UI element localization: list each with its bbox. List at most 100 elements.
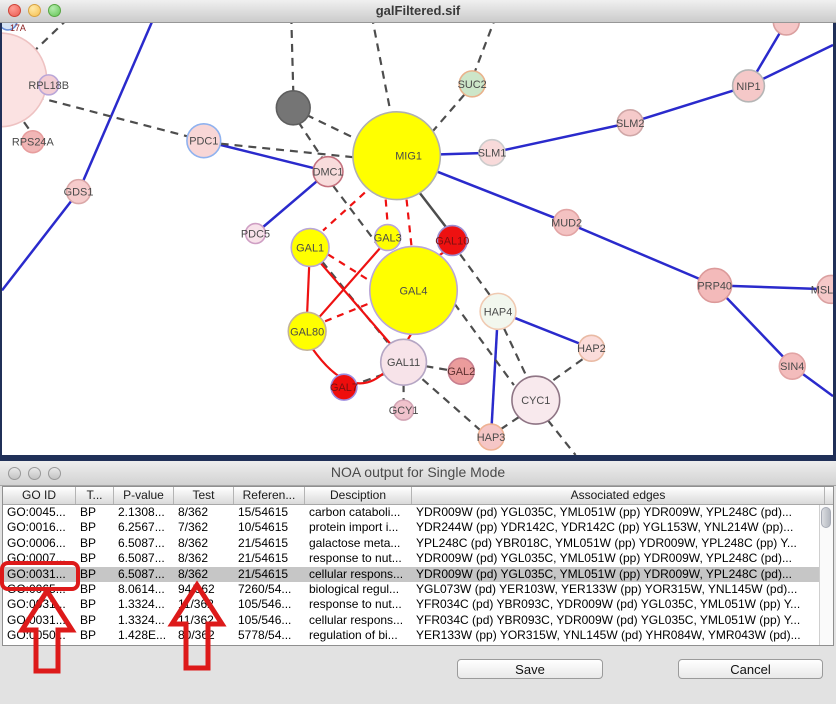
network-node-GAL7[interactable]: [330, 373, 358, 401]
network-canvas[interactable]: RPL18B RPS24A GDS1 PDC1 MIG1 DMC1 SUC2 SLM1 SLM2…: [0, 23, 836, 461]
network-edge[interactable]: [2, 190, 80, 292]
network-node-MIG1[interactable]: [352, 110, 442, 201]
network-edge[interactable]: [372, 23, 392, 114]
network-edge[interactable]: [254, 170, 329, 235]
minimize-button-icon[interactable]: [28, 467, 41, 480]
table-row[interactable]: GO:0031... BP 1.3324... 11/362 105/546... cel…: [3, 612, 833, 629]
network-node-cut-topright[interactable]: [772, 23, 800, 36]
network-edge[interactable]: [421, 378, 481, 431]
network-node-HAP2[interactable]: [577, 334, 606, 363]
network-edge[interactable]: [297, 121, 323, 159]
cell-descr: protein import i...: [309, 520, 399, 535]
table-row[interactable]: GO:0065... BP 8.0614... 94/362 7260/54... bio…: [3, 581, 833, 598]
table-row[interactable]: GO:0016... BP 6.2567... 7/362 10/54615 protei…: [3, 520, 833, 536]
network-node-GAL3[interactable]: [373, 223, 402, 252]
column-header-descr[interactable]: Desciption: [305, 487, 412, 504]
network-node-SIN4[interactable]: [778, 352, 806, 380]
network-node-GCY1[interactable]: [392, 399, 415, 421]
network-edge[interactable]: [629, 84, 749, 124]
close-button-icon[interactable]: [8, 467, 21, 480]
scrollbar-thumb[interactable]: [821, 507, 831, 528]
network-edge[interactable]: [306, 266, 311, 313]
network-node-NIP1[interactable]: [731, 69, 766, 103]
network-edge[interactable]: [77, 23, 155, 193]
table-row[interactable]: GO:0045... BP 2.1308... 8/362 15/54615 carbon…: [3, 505, 833, 521]
network-node-SLM1[interactable]: [478, 138, 506, 167]
network-edge[interactable]: [546, 419, 577, 455]
column-header-edges[interactable]: Associated edges: [412, 487, 825, 504]
network-edge[interactable]: [547, 358, 584, 386]
network-node-GAL10[interactable]: [436, 224, 468, 257]
network-edge[interactable]: [566, 221, 716, 287]
network-node-GDS1[interactable]: [65, 178, 92, 205]
network-edge[interactable]: [500, 416, 520, 430]
network-edge[interactable]: [318, 247, 381, 319]
table-row[interactable]: GO:0031... BP 6.5087... 8/362 21/54615 cellul…: [3, 566, 833, 582]
table-row[interactable]: GO:0006... BP 6.5087... 8/362 21/54615 galact…: [3, 535, 833, 552]
close-button-icon[interactable]: [8, 4, 21, 17]
network-node-unnamed-gray[interactable]: [275, 90, 311, 126]
network-node-SLM2[interactable]: [616, 109, 644, 137]
column-header-go_id[interactable]: GO ID: [3, 487, 76, 504]
network-edge[interactable]: [327, 253, 372, 283]
network-edge[interactable]: [405, 199, 413, 247]
column-header-refer[interactable]: Referen...: [234, 487, 305, 504]
network-edge[interactable]: [418, 191, 448, 229]
network-node-SUC2[interactable]: [458, 70, 486, 98]
network-edge[interactable]: [459, 253, 491, 297]
network-node-HAP3[interactable]: [477, 423, 505, 451]
network-edge[interactable]: [21, 23, 70, 64]
network-node-GAL80[interactable]: [287, 311, 327, 352]
network-edge[interactable]: [305, 113, 361, 142]
network-edge[interactable]: [453, 302, 515, 386]
network-edge[interactable]: [332, 184, 381, 249]
network-node-CYC1[interactable]: [511, 375, 561, 425]
zoom-button-icon[interactable]: [48, 4, 61, 17]
network-edge[interactable]: [322, 191, 366, 232]
column-header-test[interactable]: Test: [174, 487, 234, 504]
network-edge[interactable]: [713, 284, 794, 368]
network-window-titlebar[interactable]: galFiltered.sif: [0, 0, 836, 23]
network-edge[interactable]: [203, 139, 329, 173]
network-edge[interactable]: [290, 23, 295, 91]
network-node-GAL2[interactable]: [447, 357, 475, 385]
column-header-type[interactable]: T...: [76, 487, 114, 504]
network-edge[interactable]: [319, 261, 393, 346]
cancel-button[interactable]: Cancel: [678, 659, 823, 679]
network-edge[interactable]: [489, 311, 500, 437]
network-edge[interactable]: [714, 284, 832, 291]
network-node-cut-topleft[interactable]: [2, 23, 18, 31]
network-edge[interactable]: [502, 327, 529, 380]
network-node-PDC1[interactable]: [186, 122, 222, 159]
table-row[interactable]: GO:0050... BP 1.428E... 80/362 5778/54... reg…: [3, 628, 833, 644]
network-node-HAP4[interactable]: [479, 292, 517, 331]
network-node-DMC1[interactable]: [312, 155, 344, 188]
vertical-scrollbar[interactable]: [819, 505, 833, 645]
noa-window-titlebar[interactable]: NOA output for Single Mode: [0, 461, 836, 486]
column-header-p_value[interactable]: P-value: [114, 487, 174, 504]
table-row[interactable]: GO:0007... BP 6.5087... 8/362 21/54615 respon…: [3, 551, 833, 567]
network-node-GAL4[interactable]: [368, 245, 459, 336]
network-node-GAL11[interactable]: [379, 338, 428, 386]
network-edge[interactable]: [425, 365, 450, 372]
network-edge[interactable]: [384, 199, 389, 225]
network-node-RPS24A[interactable]: [21, 129, 45, 154]
network-node-GAL1[interactable]: [290, 227, 330, 268]
save-button[interactable]: Save: [457, 659, 603, 679]
network-node-PRP40[interactable]: [697, 267, 733, 304]
network-node-MUD2[interactable]: [552, 208, 581, 237]
noa-window-title: NOA output for Single Mode: [330, 464, 506, 480]
zoom-button-icon[interactable]: [48, 467, 61, 480]
network-edge[interactable]: [491, 121, 631, 154]
network-edge[interactable]: [35, 95, 190, 138]
network-edge[interactable]: [324, 301, 373, 323]
network-edge[interactable]: [220, 142, 368, 160]
network-edge[interactable]: [474, 23, 496, 72]
network-edge[interactable]: [430, 94, 466, 134]
table-row[interactable]: GO:0031... BP 1.3324... 11/362 105/546... res…: [3, 597, 833, 613]
minimize-button-icon[interactable]: [28, 4, 41, 17]
network-node-PDC5[interactable]: [244, 222, 267, 245]
network-node-MSL1[interactable]: [816, 274, 833, 305]
network-node-RPL18B[interactable]: [37, 74, 60, 96]
table-body: GO:0045... BP 2.1308... 8/362 15/54615 carbon…: [3, 505, 833, 644]
